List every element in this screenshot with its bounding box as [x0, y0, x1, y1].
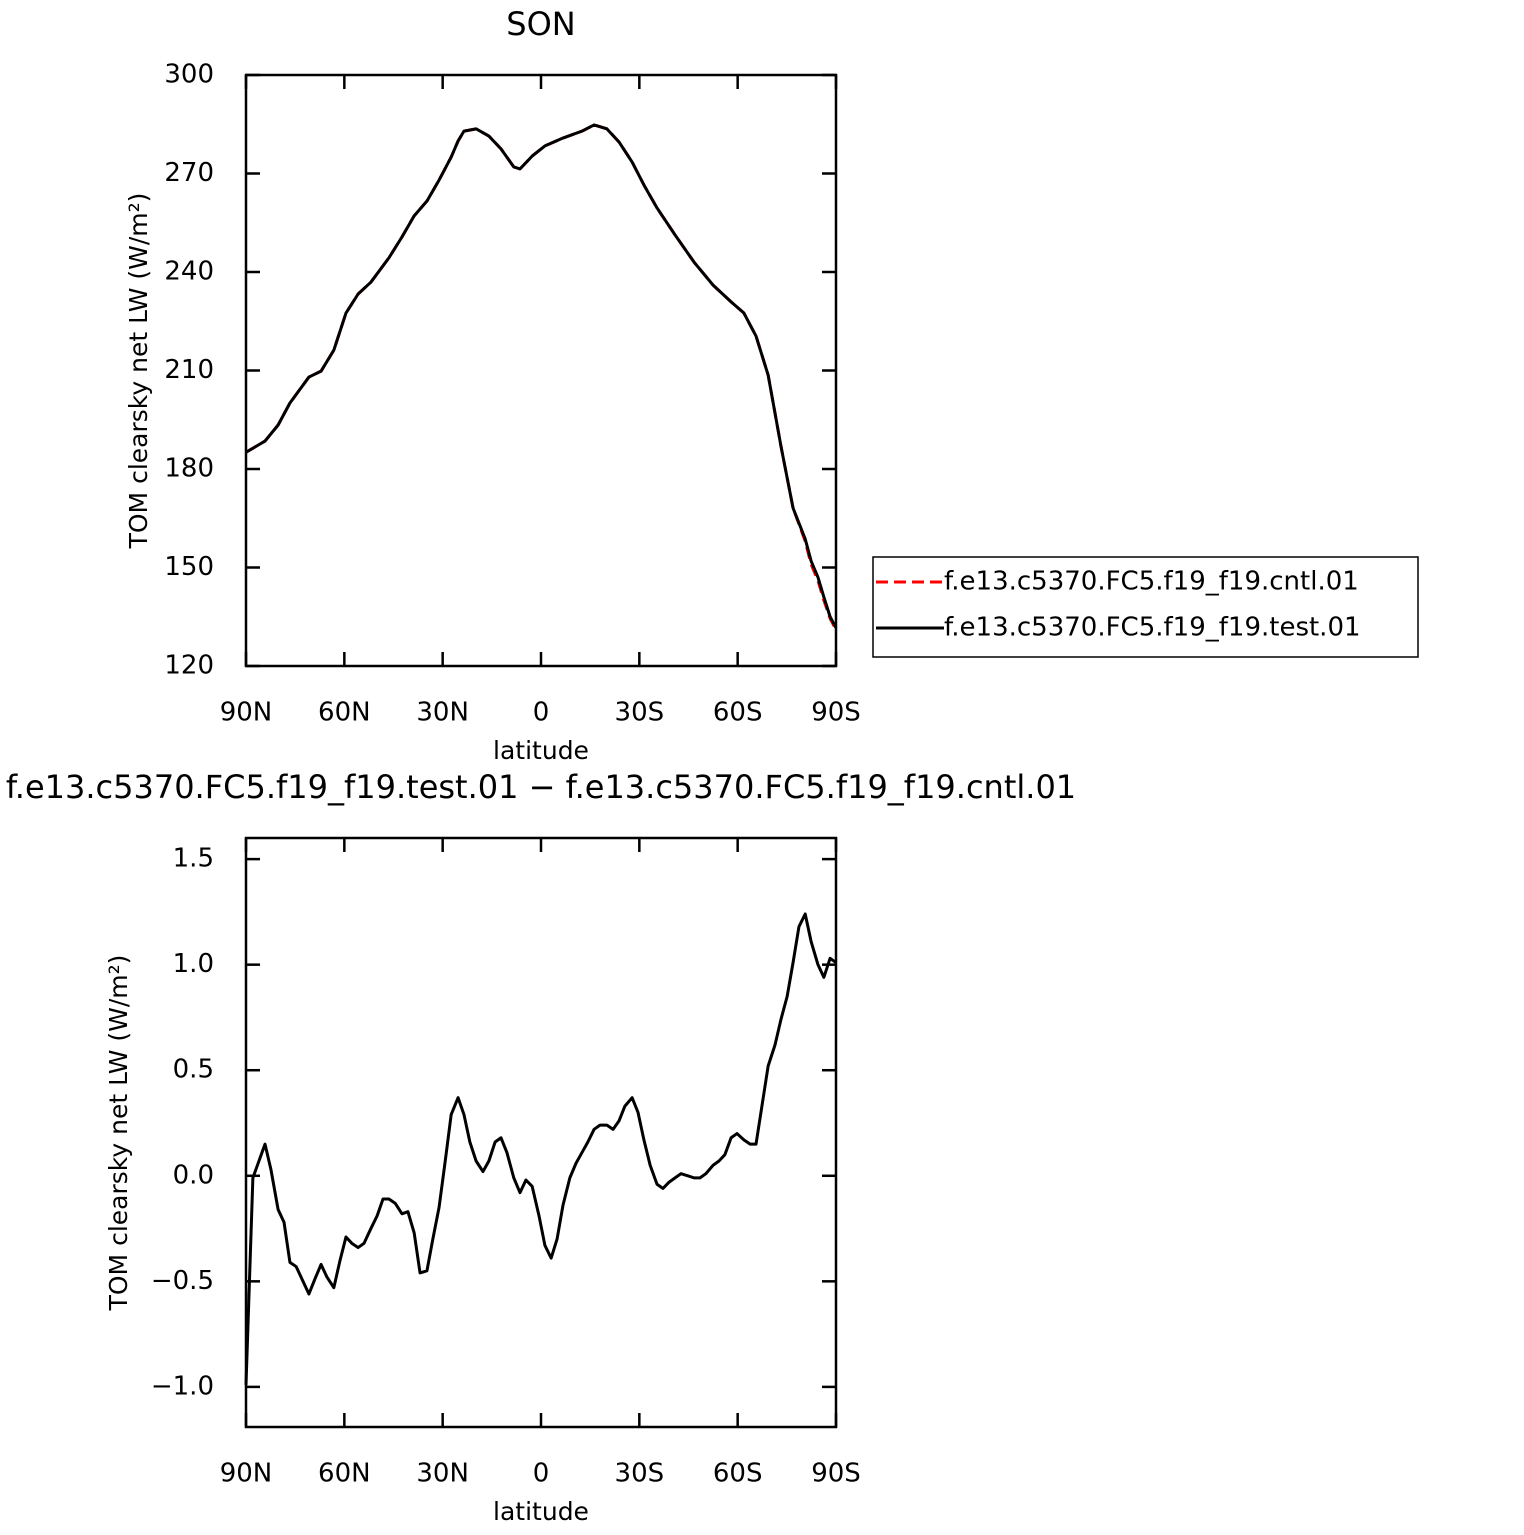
y-tick-label: 300	[164, 60, 214, 90]
y-tick-label: 150	[164, 552, 214, 582]
x-tick-label: 0	[533, 698, 550, 728]
data-line	[245, 123, 838, 629]
y-axis-title: TOM clearsky net LW (W/m²)	[104, 955, 133, 1312]
x-tick-label: 30S	[615, 1459, 665, 1489]
plot-frame	[244, 73, 838, 668]
y-tick-label: 0.5	[173, 1055, 214, 1085]
x-tick-label: 60S	[713, 698, 763, 728]
y-tick-label: 1.0	[173, 949, 214, 979]
y-tick-label: 120	[164, 651, 214, 681]
plot-frame	[244, 836, 838, 1429]
chart-title: f.e13.c5370.FC5.f19_f19.test.01 − f.e13.…	[6, 768, 1076, 806]
y-tick-label: 0.0	[173, 1160, 214, 1190]
x-tick-label: 60N	[318, 698, 371, 728]
y-tick-label: 1.5	[173, 844, 214, 874]
legend-label: f.e13.c5370.FC5.f19_f19.test.01	[944, 613, 1361, 643]
x-tick-label: 30S	[615, 698, 665, 728]
x-tick-label: 60N	[318, 1459, 371, 1489]
y-tick-label: −0.5	[151, 1266, 214, 1296]
chart-title: SON	[506, 5, 575, 43]
x-tick-label: 90N	[220, 1459, 273, 1489]
x-tick-label: 90S	[811, 1459, 861, 1489]
x-tick-label: 0	[533, 1459, 550, 1489]
x-axis-title: latitude	[493, 736, 589, 765]
legend: f.e13.c5370.FC5.f19_f19.cntl.01 f.e13.c53…	[872, 556, 1419, 658]
y-tick-label: 210	[164, 355, 214, 385]
legend-box	[872, 556, 1419, 658]
y-tick-label: 270	[164, 158, 214, 188]
y-tick-label: 240	[164, 257, 214, 287]
y-tick-label: 180	[164, 454, 214, 484]
x-tick-label: 90N	[220, 698, 273, 728]
data-line	[244, 912, 837, 1385]
x-tick-label: 30N	[416, 1459, 469, 1489]
x-axis-title: latitude	[493, 1497, 589, 1526]
x-tick-label: 90S	[811, 698, 861, 728]
x-tick-label: 30N	[416, 698, 469, 728]
data-line	[245, 123, 838, 631]
y-tick-label: −1.0	[151, 1371, 214, 1401]
x-tick-label: 60S	[713, 1459, 763, 1489]
legend-label: f.e13.c5370.FC5.f19_f19.cntl.01	[944, 567, 1359, 597]
y-axis-title: TOM clearsky net LW (W/m²)	[124, 193, 153, 550]
